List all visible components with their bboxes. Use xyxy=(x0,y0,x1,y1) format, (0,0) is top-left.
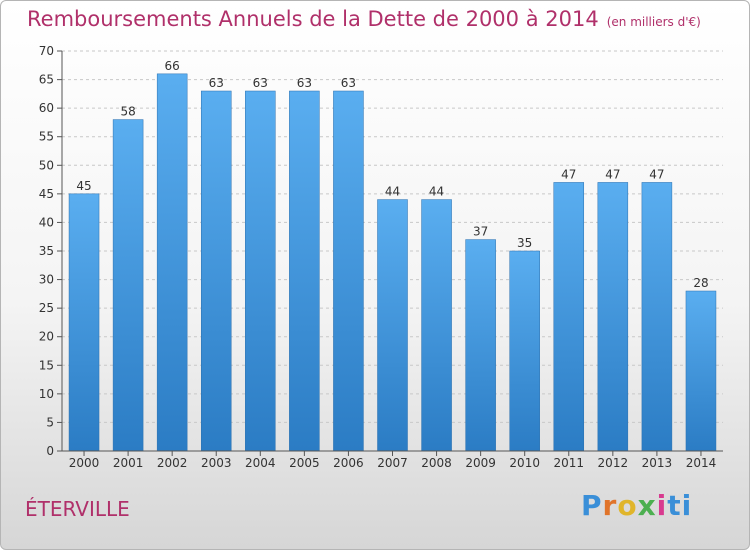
y-tick-label: 20 xyxy=(39,330,54,344)
bar xyxy=(68,193,100,452)
data-label: 44 xyxy=(385,185,400,199)
y-tick-label: 10 xyxy=(39,387,54,401)
bars: 45 58 66 63 63 63 63 44 44 37 35 47 47 47 28 xyxy=(68,59,717,452)
y-tick-label: 70 xyxy=(39,44,54,58)
x-tick-label: 2010 xyxy=(509,456,540,470)
data-label: 66 xyxy=(165,59,180,73)
data-label: 58 xyxy=(120,105,135,119)
bar xyxy=(421,199,452,452)
data-label: 44 xyxy=(429,185,444,199)
y-tick-label: 55 xyxy=(39,130,54,144)
x-tick-label: 2014 xyxy=(686,456,717,470)
x-tick-label: 2006 xyxy=(333,456,364,470)
bar xyxy=(200,90,232,452)
bar xyxy=(685,290,717,452)
y-tick-label: 15 xyxy=(39,358,54,372)
bar xyxy=(333,90,364,452)
x-tick-label: 2001 xyxy=(113,456,144,470)
data-label: 37 xyxy=(473,225,488,239)
proxiti-logo: Proxiti xyxy=(581,489,693,522)
data-label: 28 xyxy=(693,276,708,290)
y-tick-label: 50 xyxy=(39,158,54,172)
x-tick-label: 2011 xyxy=(553,456,584,470)
bar xyxy=(377,199,408,452)
bar xyxy=(553,182,585,452)
chart-title-text: Remboursements Annuels de la Dette de 20… xyxy=(27,7,599,31)
x-tick-label: 2003 xyxy=(201,456,232,470)
chart-title: Remboursements Annuels de la Dette de 20… xyxy=(27,7,701,31)
data-label: 47 xyxy=(561,167,576,181)
bar xyxy=(641,182,673,452)
chart-unit: (en milliers d'€) xyxy=(606,15,701,29)
x-tick-label: 2013 xyxy=(642,456,673,470)
data-label: 47 xyxy=(649,167,664,181)
x-tick-label: 2008 xyxy=(421,456,452,470)
data-label: 63 xyxy=(297,76,312,90)
x-tick-label: 2002 xyxy=(157,456,188,470)
data-label: 63 xyxy=(253,76,268,90)
y-tick-label: 0 xyxy=(46,444,54,458)
bar xyxy=(156,73,188,452)
x-tick-label: 2012 xyxy=(598,456,629,470)
x-tick-label: 2007 xyxy=(377,456,408,470)
y-tick-label: 35 xyxy=(39,244,54,258)
bar xyxy=(509,250,540,452)
axes: 0 5 10 15 20 25 30 35 40 45 50 55 60 65 70 2000 2001 2002… xyxy=(39,44,723,470)
bar xyxy=(465,239,496,452)
x-tick-label: 2000 xyxy=(69,456,100,470)
data-label: 63 xyxy=(341,76,356,90)
data-label: 47 xyxy=(605,167,620,181)
x-tick-label: 2004 xyxy=(245,456,276,470)
y-tick-label: 60 xyxy=(39,101,54,115)
y-tick-label: 25 xyxy=(39,301,54,315)
data-label: 63 xyxy=(209,76,224,90)
y-tick-label: 45 xyxy=(39,187,54,201)
bar xyxy=(112,119,144,452)
data-label: 45 xyxy=(76,179,91,193)
bar xyxy=(245,90,276,452)
y-tick-label: 30 xyxy=(39,273,54,287)
commune-name: ÉTERVILLE xyxy=(25,497,130,521)
y-tick-label: 5 xyxy=(46,415,54,429)
y-tick-label: 40 xyxy=(39,215,54,229)
bar xyxy=(289,90,320,452)
data-label: 35 xyxy=(517,236,532,250)
bar xyxy=(597,182,629,452)
x-tick-label: 2009 xyxy=(465,456,496,470)
x-tick-label: 2005 xyxy=(289,456,320,470)
y-tick-label: 65 xyxy=(39,73,54,87)
